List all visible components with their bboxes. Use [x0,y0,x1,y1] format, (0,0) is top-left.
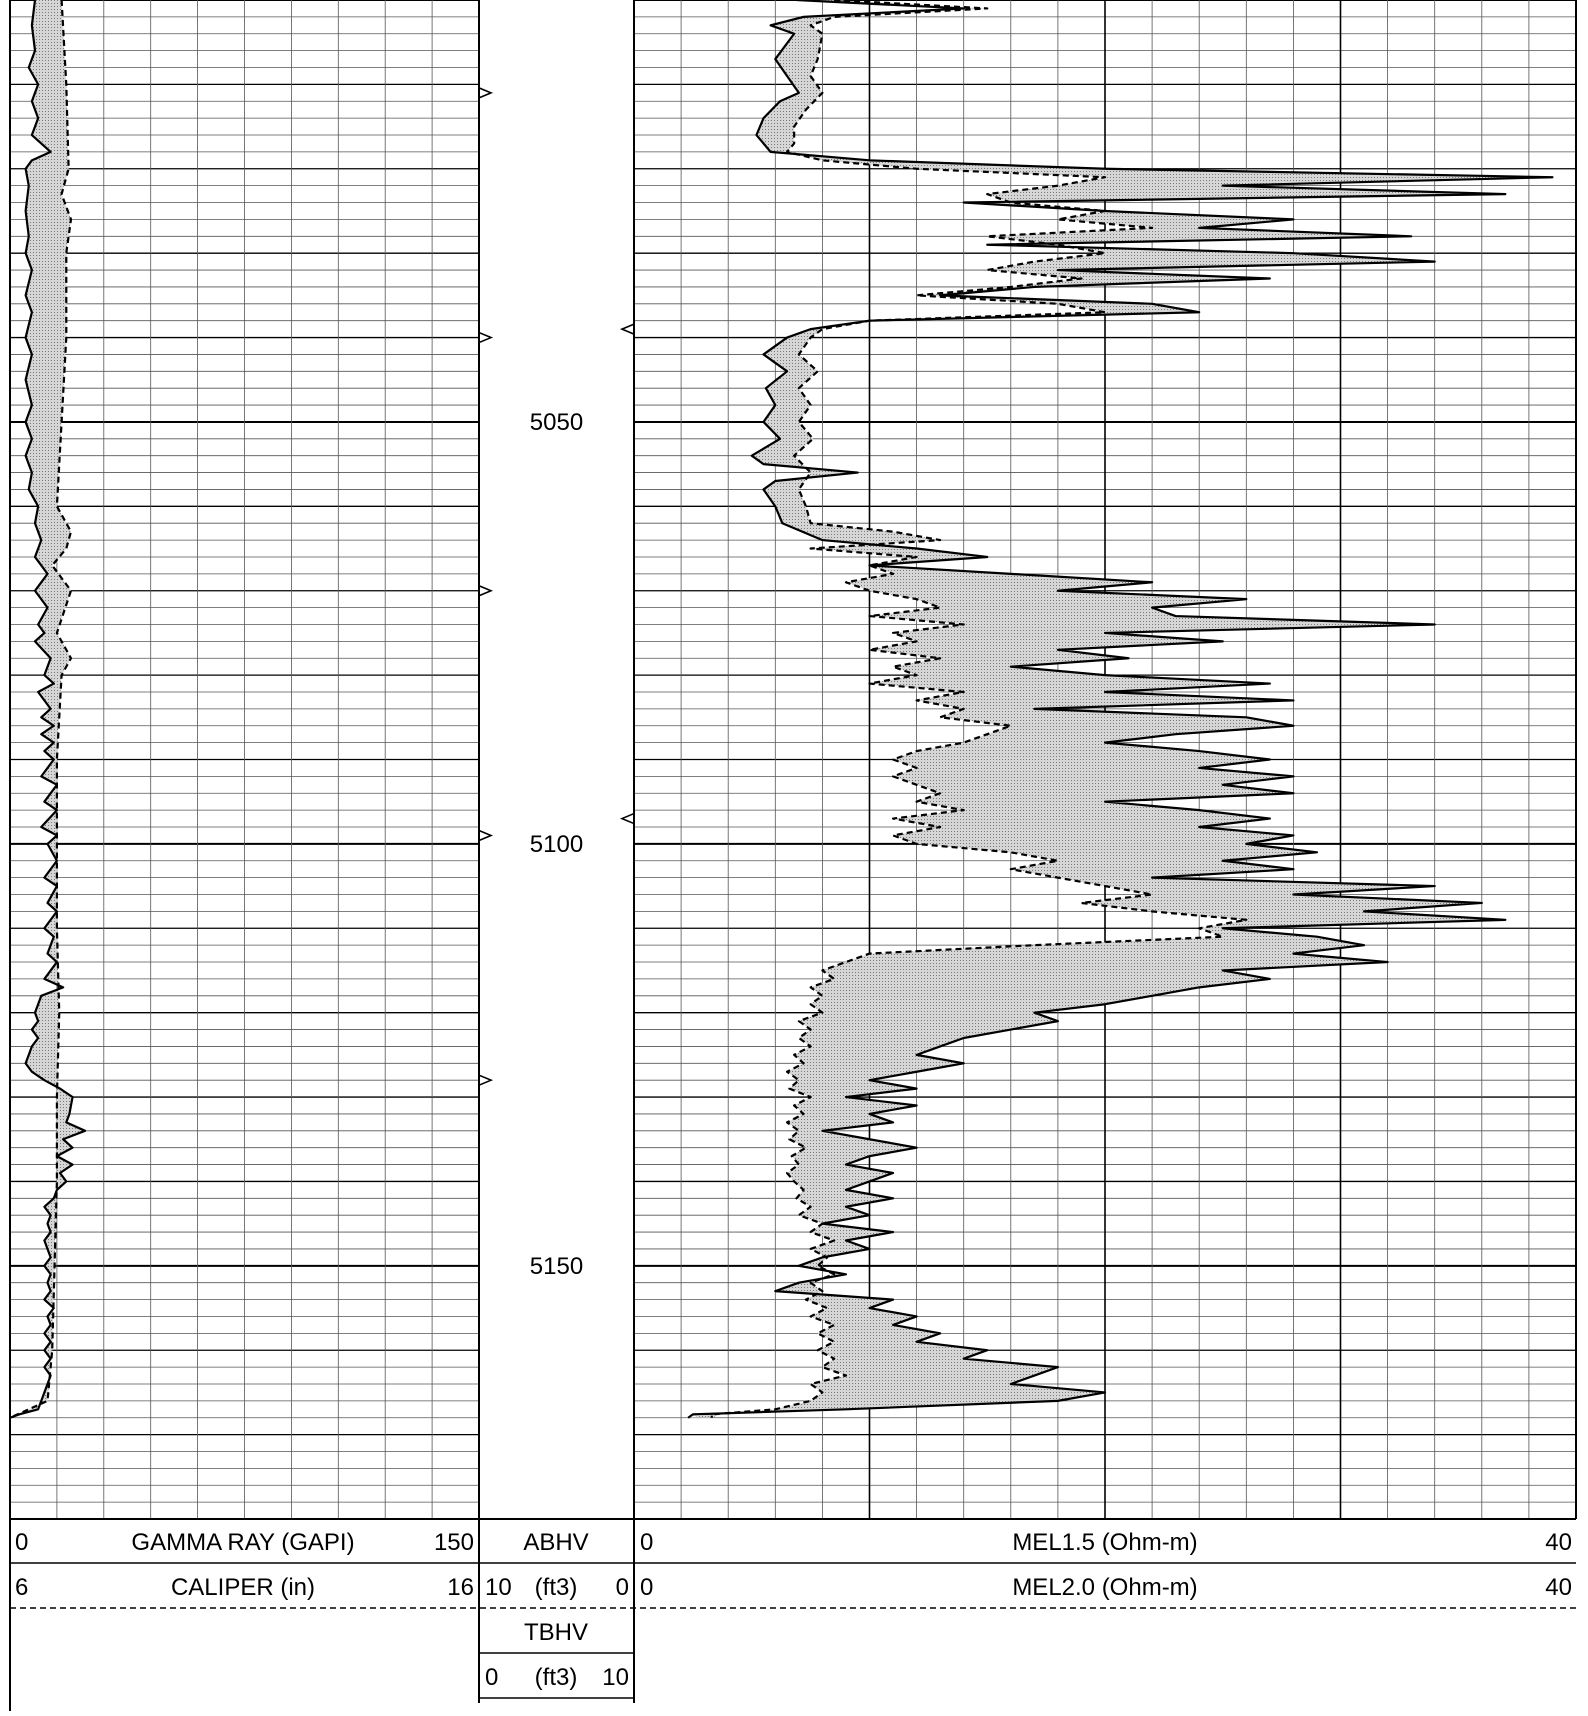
log-curves [9,0,1554,1419]
gamma-ray-curve [9,0,87,1419]
log-grid [9,0,1577,1520]
mel15-curve [687,0,1554,1419]
depth-label: 5050 [530,409,583,436]
mel15-curve-label: MEL1.5 (Ohm-m) [1012,1529,1197,1556]
gr-max-label: 150 [434,1529,474,1556]
header-abhv: ABHV 10 (ft3) 0 [485,1529,629,1601]
abhv-tick [478,87,494,99]
depth-label: 5100 [530,831,583,858]
abhv-tick [478,829,494,842]
caliper-curve [9,0,73,1419]
mel20-min-label: 0 [640,1574,653,1601]
tbhv-max-label: 10 [602,1664,629,1691]
abhv-min-label: 10 [485,1574,512,1601]
tbhv-curve-label: TBHV [524,1619,588,1646]
mel20-curve [710,0,1248,1418]
depth-label: 5150 [530,1253,583,1280]
mel-separation-fill [688,0,1553,1418]
header-mel15: 0 MEL1.5 (Ohm-m) 40 [640,1529,1572,1556]
abhv-max-label: 0 [616,1574,629,1601]
cal-curve-label: CALIPER (in) [171,1574,315,1601]
mel20-curve-label: MEL2.0 (Ohm-m) [1012,1574,1197,1601]
abhv-curve-label: ABHV [523,1529,588,1556]
header-tbhv: TBHV 0 (ft3) 10 [485,1619,629,1691]
mel20-max-label: 40 [1545,1574,1572,1601]
curve-fills [10,0,1553,1418]
gr-caliper-fill [10,0,86,1418]
header-gamma-ray: 0 GAMMA RAY (GAPI) 150 [15,1529,474,1556]
abhv-unit-label: (ft3) [535,1574,578,1601]
abhv-tick [478,1074,494,1086]
depth-labels: 5050 5100 5150 [530,409,583,1280]
track-headers [9,1518,1576,1711]
volume-ticks [478,87,635,1086]
gr-curve-label: GAMMA RAY (GAPI) [131,1529,354,1556]
gr-min-label: 0 [15,1529,28,1556]
abhv-tick [478,584,494,597]
tbhv-min-label: 0 [485,1664,498,1691]
tbhv-unit-label: (ft3) [535,1664,578,1691]
header-caliper: 6 CALIPER (in) 16 [15,1574,474,1601]
cal-min-label: 6 [15,1574,28,1601]
tbhv-tick [619,323,635,335]
cal-max-label: 16 [447,1574,474,1601]
mel15-min-label: 0 [640,1529,653,1556]
tbhv-tick [619,812,635,825]
mel15-max-label: 40 [1545,1529,1572,1556]
abhv-tick [478,331,494,344]
header-mel20: 0 MEL2.0 (Ohm-m) 40 [640,1574,1572,1601]
